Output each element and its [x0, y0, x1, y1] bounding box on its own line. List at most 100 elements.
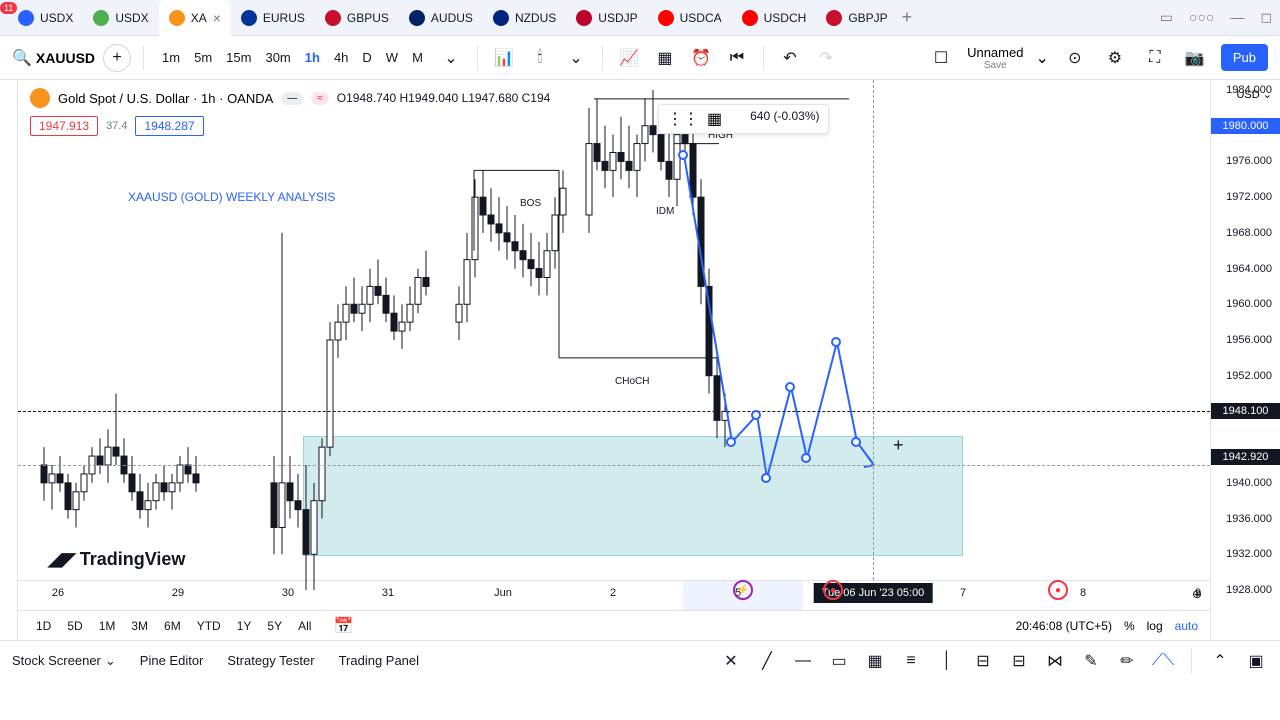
pattern-tool-icon[interactable]: ⋈ — [1043, 649, 1067, 673]
vertical-line-icon[interactable]: │ — [935, 649, 959, 673]
minimize-icon[interactable]: — — [1230, 9, 1244, 26]
quick-search-icon[interactable]: ⊙ — [1061, 44, 1089, 72]
chart-main[interactable]: Gold Spot / U.S. Dollar · 1h · OANDA — ≈… — [18, 80, 1210, 640]
bottom-panel: Stock Screener ⌄ Pine Editor Strategy Test… — [0, 640, 1280, 680]
browser-tab[interactable]: USDCH — [732, 0, 817, 36]
price-axis[interactable]: USD ⌄ 1984.0001980.0001976.0001972.00019… — [1210, 80, 1280, 640]
indicators-icon[interactable]: 📈 — [615, 44, 643, 72]
notification-badge[interactable]: 11 — [0, 2, 17, 14]
grid-tool-icon[interactable]: ▦ — [863, 649, 887, 673]
timeframe-5m[interactable]: 5m — [188, 46, 218, 69]
candle-type-icon[interactable]: 📊 — [490, 44, 518, 72]
brush-tool-icon[interactable]: ✎ — [1079, 649, 1103, 673]
browser-tab[interactable]: NZDUS — [483, 0, 566, 36]
replay-icon[interactable]: ⏮ — [723, 44, 751, 72]
chevron-down-icon[interactable]: ⌄ — [562, 44, 590, 72]
left-sidebar[interactable] — [0, 80, 18, 640]
timeframe-1m[interactable]: 1m — [156, 46, 186, 69]
projection-node[interactable] — [726, 437, 736, 447]
chart-annotation[interactable]: XAAUSD (GOLD) WEEKLY ANALYSIS — [128, 190, 335, 204]
alert-icon[interactable]: ⏰ — [687, 44, 715, 72]
close-tab-icon[interactable]: × — [213, 10, 221, 26]
layout-name[interactable]: Unnamed Save — [967, 45, 1023, 71]
chevron-down-icon: ⌄ — [105, 653, 116, 669]
timeframe-4h[interactable]: 4h — [328, 46, 354, 69]
projection-node[interactable] — [831, 337, 841, 347]
panel-tab[interactable]: Pine Editor — [140, 653, 204, 669]
idm-label[interactable]: IDM — [656, 206, 674, 217]
cross-tool-icon[interactable]: ✕ — [719, 649, 743, 673]
browser-tab[interactable]: USDX — [83, 0, 158, 36]
symbol-search[interactable]: 🔍 XAUUSD — [12, 48, 95, 68]
add-symbol-button[interactable]: + — [103, 44, 131, 72]
trendline-tool-icon[interactable]: ╱ — [755, 649, 779, 673]
browser-tab[interactable]: XA× — [159, 0, 231, 36]
layout-icon[interactable]: ▭ — [1160, 9, 1173, 26]
chart-title[interactable]: Gold Spot / U.S. Dollar · 1h · OANDA — [58, 91, 273, 106]
more-icon[interactable]: ○○○ — [1189, 9, 1214, 26]
tab-favicon — [93, 10, 109, 26]
long-position-icon[interactable]: ⊟ — [971, 649, 995, 673]
candle-style-icon[interactable]: 🕯 — [526, 44, 554, 72]
timeframe-1h[interactable]: 1h — [299, 46, 326, 69]
tab-label: GBPJP — [848, 11, 887, 25]
projection-node[interactable] — [761, 473, 771, 483]
settings-icon[interactable]: ⚙ — [1101, 44, 1129, 72]
ask-price[interactable]: 1948.287 — [135, 116, 203, 136]
timeframe-M[interactable]: M — [406, 46, 429, 69]
panel-tab[interactable]: Stock Screener ⌄ — [12, 653, 116, 669]
horizontal-line-icon[interactable]: — — [791, 649, 815, 673]
price-label: 1932.000 — [1226, 548, 1272, 560]
collapse-icon[interactable]: ⌃ — [1208, 649, 1232, 673]
projection-node[interactable] — [678, 150, 688, 160]
choch-label[interactable]: CHoCH — [615, 376, 649, 387]
event-icon[interactable]: ● — [1048, 580, 1068, 600]
tab-label: AUDUS — [431, 11, 473, 25]
fullscreen-icon[interactable]: ⛶ — [1141, 44, 1169, 72]
projection-node[interactable] — [801, 453, 811, 463]
chevron-down-icon[interactable]: ⌄ — [437, 44, 465, 72]
panel-tab[interactable]: Trading Panel — [339, 653, 419, 669]
browser-tab[interactable]: USDJP — [566, 0, 647, 36]
short-position-icon[interactable]: ⊟ — [1007, 649, 1031, 673]
snapshot-icon[interactable]: 📷 — [1181, 44, 1209, 72]
projection-node[interactable] — [851, 437, 861, 447]
timeframe-W[interactable]: W — [380, 46, 404, 69]
browser-tab[interactable]: USDCA — [648, 0, 732, 36]
undo-icon[interactable]: ↶ — [776, 44, 804, 72]
projection-node[interactable] — [751, 410, 761, 420]
drawing-tools: ✕ ╱ — ▭ ▦ ≡ │ ⊟ ⊟ ⋈ ✎ ✏ ⟋⟍ ⌃ ▣ — [719, 649, 1268, 673]
browser-tab[interactable]: GBPUS — [315, 0, 399, 36]
template-icon[interactable]: ▦ — [707, 109, 722, 129]
maximize-panel-icon[interactable]: ▣ — [1244, 649, 1268, 673]
add-tab-button[interactable]: + — [902, 7, 913, 28]
dots-icon[interactable]: ⋮⋮ — [667, 109, 699, 129]
event-icon[interactable]: ⚡ — [733, 580, 753, 600]
tab-favicon — [658, 10, 674, 26]
event-icon[interactable]: ● — [823, 580, 843, 600]
bid-price[interactable]: 1947.913 — [30, 116, 98, 136]
projection-node[interactable] — [785, 382, 795, 392]
panel-tab[interactable]: Strategy Tester — [227, 653, 314, 669]
browser-tab[interactable]: USDX — [8, 0, 83, 36]
browser-tab[interactable]: GBPJP — [816, 0, 897, 36]
checkbox-icon[interactable]: ☐ — [927, 44, 955, 72]
browser-tab[interactable]: EURUS — [231, 0, 315, 36]
drawing-float-menu[interactable]: ⋮⋮ ▦ 640 (-0.03%) — [658, 104, 829, 134]
redo-icon[interactable]: ↷ — [812, 44, 840, 72]
timeframe-30m[interactable]: 30m — [259, 46, 296, 69]
templates-icon[interactable]: ▦ — [651, 44, 679, 72]
spread: 37.4 — [106, 120, 127, 132]
timeframe-D[interactable]: D — [356, 46, 377, 69]
path-tool-icon[interactable]: ⟋⟍ — [1151, 649, 1175, 673]
chevron-down-icon[interactable]: ⌄ — [1035, 48, 1048, 68]
browser-tab[interactable]: AUDUS — [399, 0, 483, 36]
marker-tool-icon[interactable]: ✏ — [1115, 649, 1139, 673]
bos-label[interactable]: BOS — [520, 198, 541, 209]
rectangle-tool-icon[interactable]: ▭ — [827, 649, 851, 673]
text-tool-icon[interactable]: ≡ — [899, 649, 923, 673]
maximize-icon[interactable]: ◻ — [1260, 9, 1272, 26]
publish-button[interactable]: Pub — [1221, 44, 1268, 71]
tab-label: USDX — [40, 11, 73, 25]
timeframe-15m[interactable]: 15m — [220, 46, 257, 69]
